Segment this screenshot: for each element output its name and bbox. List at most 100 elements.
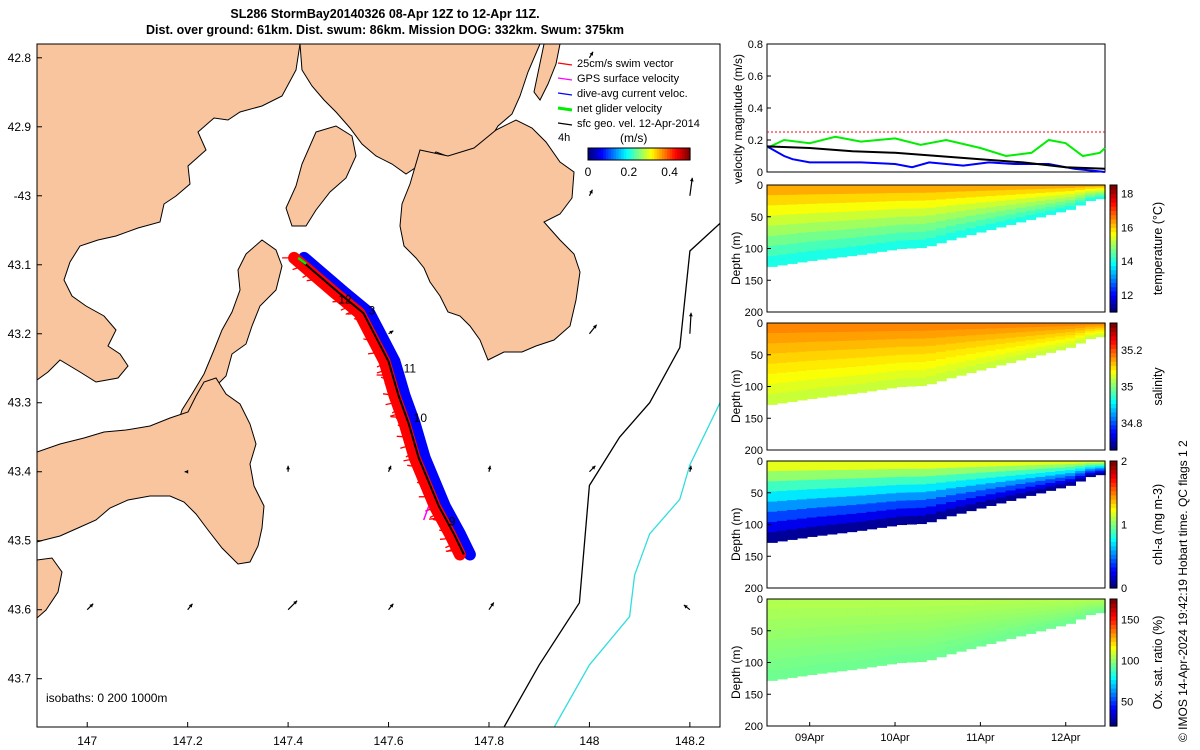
section-cell [995, 625, 1007, 631]
section-y-tick-label: 50 [751, 488, 763, 500]
section-colorbar-cell [1110, 516, 1117, 521]
section-cell [866, 185, 878, 195]
section-cell [1095, 609, 1106, 612]
section-cell [806, 370, 818, 381]
section-cell [796, 380, 808, 391]
section-cell [1045, 188, 1057, 193]
velocity-y-tick-label: 0 [757, 167, 763, 179]
section-colorbar-tick-label: 34.8 [1121, 418, 1142, 430]
section-cell [1065, 605, 1076, 609]
section-cell [1065, 341, 1076, 345]
section-cell [786, 185, 798, 196]
section-cell [826, 230, 838, 241]
section-cell [786, 381, 798, 393]
section-cell [796, 242, 808, 253]
section-cell [1095, 191, 1106, 195]
section-cell [1045, 326, 1057, 331]
section-cell [975, 628, 987, 635]
section-colorbar-tick-label: 150 [1121, 614, 1139, 626]
section-cell [955, 185, 967, 193]
section-cell [796, 390, 808, 401]
section-cell [1095, 602, 1106, 605]
section-cell [856, 478, 868, 488]
section-cell [806, 232, 818, 243]
section-cell [767, 619, 778, 631]
section-cell [965, 353, 977, 361]
section-cell [806, 617, 818, 628]
section-cell [936, 635, 947, 643]
section-cell [985, 345, 997, 352]
section-cell [926, 185, 937, 194]
glider-track-layer [282, 251, 476, 561]
section-cell [1045, 185, 1057, 190]
section-cell [886, 477, 898, 486]
map-y-tick-label: 42.8 [8, 51, 32, 65]
section-cell [776, 382, 788, 394]
section-y-tick-label: 0 [757, 594, 763, 606]
section-cell [876, 640, 888, 650]
section-cell [776, 332, 788, 344]
section-cell [995, 349, 1007, 355]
section-cell [856, 357, 868, 367]
section-cell [816, 332, 828, 343]
section-cell [955, 204, 967, 212]
section-cell [886, 193, 898, 202]
section-cell [945, 343, 957, 351]
section-cell [1095, 466, 1106, 469]
section-cell [836, 367, 848, 378]
geo-vector-head [387, 465, 392, 470]
section-cell [786, 224, 798, 235]
section-y-tick-label: 150 [745, 275, 763, 287]
section-cell [896, 468, 907, 478]
section-cell [1075, 325, 1086, 329]
section-cell [975, 358, 987, 365]
section-cell [1095, 193, 1106, 196]
section-cell [856, 495, 868, 505]
section-cell [916, 192, 927, 202]
section-cell [945, 329, 957, 338]
section-cell [1015, 323, 1027, 329]
section-cell [767, 511, 778, 523]
section-colorbar-cell [1110, 407, 1117, 413]
section-cell [1005, 357, 1017, 363]
section-cell [965, 215, 977, 223]
section-cell [1085, 324, 1096, 328]
section-colorbar-cell [1110, 394, 1117, 400]
section-cell [806, 599, 818, 610]
section-cell [975, 364, 987, 371]
section-cell [767, 256, 778, 267]
section-colorbar-cell [1110, 528, 1117, 534]
section-cell [1065, 476, 1076, 480]
section-cell [846, 375, 858, 386]
section-cell [1055, 474, 1067, 479]
section-cell [906, 346, 917, 356]
map-frame [36, 43, 721, 728]
section-cell [1015, 198, 1027, 205]
section-cell [826, 461, 838, 471]
figure-title: SL286 StormBay20140326 08-Apr 12Z to 12-… [0, 6, 770, 38]
section-cell [1075, 475, 1086, 480]
velocity-y-tick-label: 0.4 [748, 103, 763, 115]
section-cell [846, 599, 858, 609]
section-cell [1075, 340, 1086, 344]
section-cell [916, 346, 927, 355]
colorbar-cell [603, 148, 607, 160]
section-cell [806, 479, 818, 490]
section-cell [906, 330, 917, 340]
section-cell [836, 599, 848, 609]
section-cell [896, 484, 907, 494]
section-cell [1085, 474, 1096, 478]
section-cell [846, 478, 858, 489]
section-cell [1055, 329, 1067, 334]
section-cell [965, 498, 977, 505]
geo-vector-head [683, 604, 688, 609]
section-cell [866, 494, 878, 504]
section-cell [945, 357, 957, 365]
section-cell [955, 342, 967, 350]
section-cell [816, 378, 828, 389]
section-cell [856, 504, 868, 514]
section-cell [1095, 604, 1106, 607]
section-cell [1095, 324, 1106, 327]
geo-vector-head [89, 603, 94, 608]
section-cell [866, 218, 878, 228]
